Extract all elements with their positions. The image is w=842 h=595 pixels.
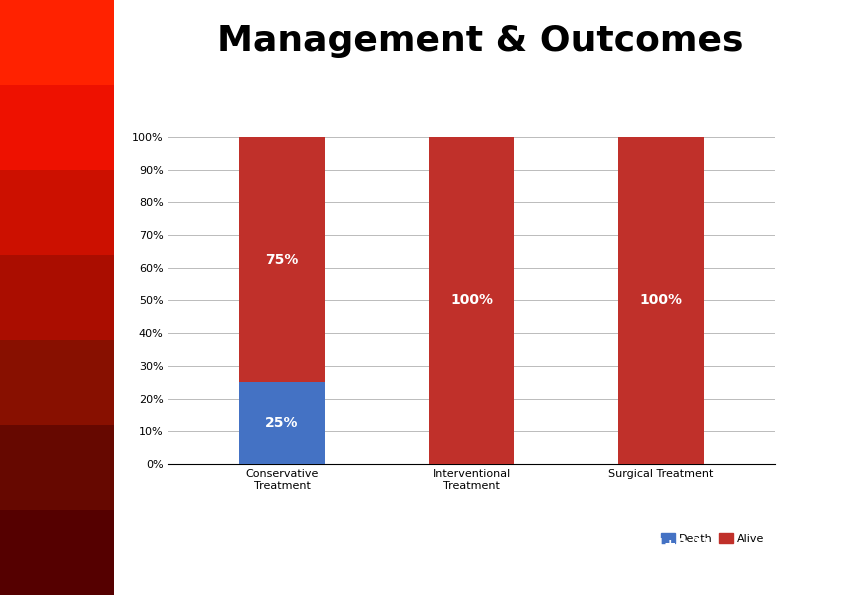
Legend: Death, Alive: Death, Alive — [657, 528, 769, 548]
Text: 100%: 100% — [639, 293, 683, 308]
Bar — [239, 137, 325, 382]
Bar — [0, 255, 114, 340]
Bar — [0, 0, 114, 85]
Text: Management & Outcomes: Management & Outcomes — [216, 24, 743, 58]
Bar — [0, 340, 114, 425]
Bar — [618, 137, 704, 464]
Bar — [239, 382, 325, 464]
Bar — [0, 85, 114, 170]
Bar — [0, 510, 114, 595]
Text: 100%: 100% — [450, 293, 493, 308]
Text: 75%: 75% — [265, 252, 299, 267]
Bar — [0, 170, 114, 255]
Text: 25%: 25% — [265, 416, 299, 430]
Bar — [0, 425, 114, 510]
Bar — [429, 137, 514, 464]
Text: All deaths in symptomatic patients (p = 0.020)
More symptomatic if higher Qp/Qs : All deaths in symptomatic patients (p = … — [229, 515, 710, 553]
